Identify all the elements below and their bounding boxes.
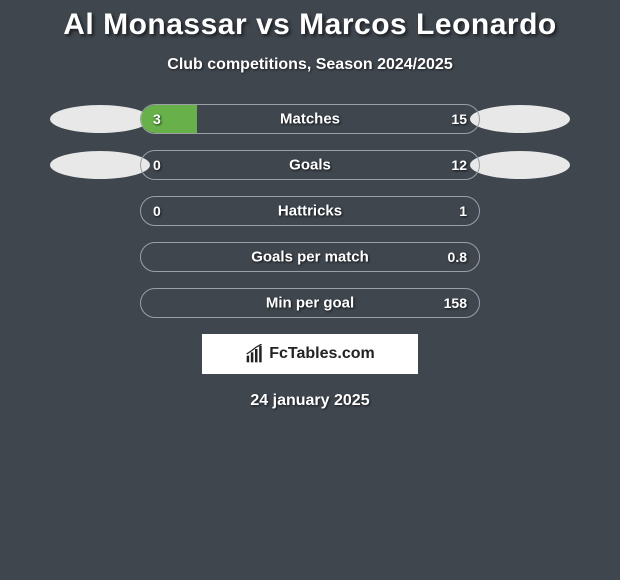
team-logo-right	[470, 105, 570, 133]
stat-label: Matches	[280, 111, 340, 128]
stat-label: Hattricks	[278, 203, 342, 220]
stat-row: Min per goal 158	[0, 288, 620, 318]
stat-value-right: 0.8	[448, 249, 467, 265]
stat-value-right: 15	[451, 111, 467, 127]
subtitle: Club competitions, Season 2024/2025	[0, 56, 620, 74]
brand-text: FcTables.com	[269, 345, 375, 363]
stat-value-left: 0	[153, 203, 161, 219]
team-logo-left	[50, 151, 150, 179]
stat-bar: 0 Goals 12	[140, 150, 480, 180]
stat-value-left: 0	[153, 157, 161, 173]
stat-bar: 0 Hattricks 1	[140, 196, 480, 226]
brand-badge: FcTables.com	[202, 334, 418, 374]
team-logo-right	[470, 151, 570, 179]
date-text: 24 january 2025	[0, 392, 620, 410]
stat-row: 0 Hattricks 1	[0, 196, 620, 226]
stat-value-left: 3	[153, 111, 161, 127]
stat-value-right: 158	[444, 295, 467, 311]
stat-value-right: 12	[451, 157, 467, 173]
stat-bar: Min per goal 158	[140, 288, 480, 318]
page-title: Al Monassar vs Marcos Leonardo	[0, 8, 620, 42]
stat-value-right: 1	[459, 203, 467, 219]
stat-label: Min per goal	[266, 295, 354, 312]
stat-bar: Goals per match 0.8	[140, 242, 480, 272]
stat-label: Goals per match	[251, 249, 369, 266]
stat-bar-fill	[141, 105, 197, 133]
stat-label: Goals	[289, 157, 331, 174]
stat-bar: 3 Matches 15	[140, 104, 480, 134]
stat-row: 0 Goals 12	[0, 150, 620, 180]
stat-row: Goals per match 0.8	[0, 242, 620, 272]
team-logo-left	[50, 105, 150, 133]
chart-icon	[245, 344, 265, 364]
stat-row: 3 Matches 15	[0, 104, 620, 134]
